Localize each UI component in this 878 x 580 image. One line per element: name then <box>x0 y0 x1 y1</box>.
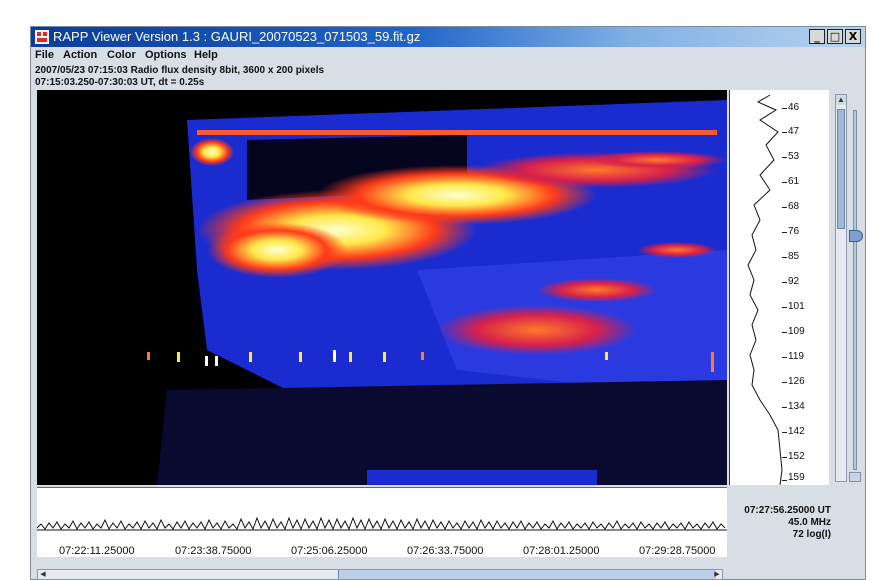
vertical-controls: ▲ <box>831 90 865 485</box>
file-info: 2007/05/23 07:15:03 Radio flux density 8… <box>35 65 324 89</box>
tick-mark <box>782 457 787 458</box>
menu-help[interactable]: Help <box>194 49 218 61</box>
tick-mark <box>782 282 787 283</box>
tick-mark <box>782 132 787 133</box>
time-axis: 07:22:11.25000 07:23:38.75000 07:25:06.2… <box>37 545 727 559</box>
maximize-button[interactable]: □ <box>827 29 843 44</box>
freq-tick-label: 47 <box>788 126 800 137</box>
time-tick-label: 07:23:38.75000 <box>175 545 252 557</box>
tick-mark <box>782 207 787 208</box>
tick-mark <box>782 432 787 433</box>
frequency-profile: 46 47 53 61 68 76 85 92 101 109 119 126 … <box>729 90 829 485</box>
close-button[interactable]: X <box>845 29 861 44</box>
freq-tick-label: 76 <box>788 226 800 237</box>
tick-mark <box>782 257 787 258</box>
freq-tick-label: 119 <box>788 351 804 362</box>
app-icon <box>35 30 49 44</box>
spectrogram-display[interactable] <box>37 90 727 485</box>
freq-tick-label: 126 <box>788 376 805 387</box>
freq-tick-label: 159 <box>788 472 805 483</box>
tick-mark <box>782 382 787 383</box>
menu-color[interactable]: Color <box>107 49 136 61</box>
scroll-up-arrow-icon[interactable]: ▲ <box>836 95 846 105</box>
tick-mark <box>782 182 787 183</box>
menu-bar: File Action Color Options Help <box>31 47 865 64</box>
file-info-line2: 07:15:03.250-07:30:03 UT, dt = 0.25s <box>35 77 205 88</box>
vertical-scrollbar[interactable]: ▲ <box>835 94 847 482</box>
minimize-button[interactable]: _ <box>809 29 825 44</box>
frequency-axis: 46 47 53 61 68 76 85 92 101 109 119 126 … <box>730 90 830 485</box>
window-title: RAPP Viewer Version 1.3 : GAURI_20070523… <box>53 29 421 44</box>
tick-mark <box>782 108 787 109</box>
title-bar[interactable]: RAPP Viewer Version 1.3 : GAURI_20070523… <box>31 27 865 47</box>
time-tick-label: 07:26:33.75000 <box>407 545 484 557</box>
tick-mark <box>782 357 787 358</box>
time-tick-label: 07:28:01.25000 <box>523 545 600 557</box>
freq-tick-label: 109 <box>788 326 805 337</box>
freq-tick-label: 53 <box>788 151 800 162</box>
level-slider-track[interactable] <box>853 110 857 470</box>
horizontal-scrollbar[interactable]: ◀ ▶ <box>37 569 723 580</box>
rapp-viewer-window: RAPP Viewer Version 1.3 : GAURI_20070523… <box>30 26 866 580</box>
freq-tick-label: 142 <box>788 426 805 437</box>
spectrogram-image <box>37 90 727 485</box>
vertical-scroll-thumb[interactable] <box>837 109 845 229</box>
tick-mark <box>782 480 787 481</box>
time-series-trace <box>36 516 727 531</box>
tick-mark <box>782 157 787 158</box>
freq-tick-label: 152 <box>788 451 805 462</box>
freq-tick-label: 46 <box>788 102 800 113</box>
cursor-readout: 07:27:56.25000 UT 45.0 MHz 72 log(I) <box>731 505 831 541</box>
scroll-left-arrow-icon[interactable]: ◀ <box>40 571 46 578</box>
tick-mark <box>782 307 787 308</box>
horizontal-scroll-thumb[interactable] <box>338 570 716 579</box>
window-controls: _ □ X <box>809 29 861 44</box>
freq-tick-label: 92 <box>788 276 800 287</box>
freq-tick-label: 68 <box>788 201 800 212</box>
time-tick-label: 07:29:28.75000 <box>639 545 716 557</box>
frequency-profile-curve <box>747 94 783 485</box>
freq-tick-label: 85 <box>788 251 800 262</box>
slider-end-icon[interactable] <box>849 472 861 482</box>
time-tick-label: 07:25:06.25000 <box>291 545 368 557</box>
tick-mark <box>782 332 787 333</box>
level-slider-knob[interactable] <box>849 230 863 242</box>
freq-tick-label: 61 <box>788 176 800 187</box>
readout-intensity: 72 log(I) <box>792 529 831 540</box>
time-series-plot <box>36 487 727 557</box>
menu-file[interactable]: File <box>35 49 54 61</box>
freq-tick-label: 134 <box>788 401 805 412</box>
readout-frequency: 45.0 MHz <box>788 517 831 528</box>
file-info-line1: 2007/05/23 07:15:03 Radio flux density 8… <box>35 65 325 76</box>
menu-options[interactable]: Options <box>145 49 187 61</box>
menu-action[interactable]: Action <box>63 49 98 61</box>
tick-mark <box>782 407 787 408</box>
freq-tick-label: 101 <box>788 301 805 312</box>
time-tick-label: 07:22:11.25000 <box>59 545 135 557</box>
readout-time: 07:27:56.25000 UT <box>744 505 831 516</box>
scroll-right-arrow-icon[interactable]: ▶ <box>714 571 720 578</box>
tick-mark <box>782 232 787 233</box>
